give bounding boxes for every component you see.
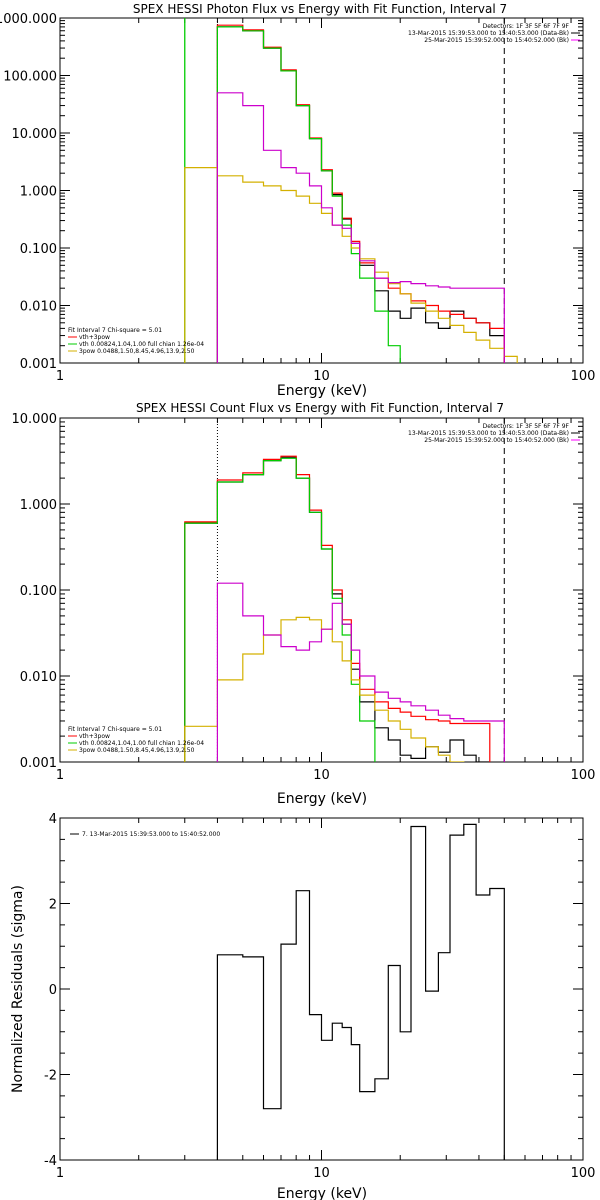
- photon-legend: Detectors: 1F 3F 5F 6F 7F 9F13-Mar-2015 …: [68, 23, 580, 355]
- y-tick-label: -2: [44, 1069, 57, 1084]
- fit-legend-entry: 3pow 0.0488,1.50,8.45,4.96,13.9,2.50: [79, 348, 195, 355]
- y-tick-label: 0.100: [20, 584, 57, 599]
- x-tick-label: 10: [313, 369, 330, 384]
- fit-legend-entry: Fit Interval 7 Chi-square = 5.01: [68, 327, 162, 334]
- fit-legend-entry: vth+3pow: [79, 733, 110, 740]
- series-step-3: [184, 616, 491, 762]
- residuals-marks: [216, 823, 505, 1160]
- x-tick-label: 100: [571, 1166, 596, 1181]
- legend-entry: 13-Mar-2015 15:39:53.000 to 15:40:53.000…: [408, 30, 569, 37]
- legend-entry: 7. 13-Mar-2015 15:39:53.000 to 15:40:52.…: [82, 831, 220, 838]
- y-tick-label: 0.010: [20, 670, 57, 685]
- count-flux-panel: SPEX HESSI Count Flux vs Energy with Fit…: [12, 401, 596, 807]
- y-tick-label: -4: [44, 1154, 57, 1169]
- legend-entry: 25-Mar-2015 15:39:52.000 to 15:40:52.000…: [424, 37, 569, 44]
- x-tick-label: 100: [571, 768, 596, 783]
- residuals-legend: 7. 13-Mar-2015 15:39:53.000 to 15:40:52.…: [70, 831, 220, 838]
- fit-legend-entry: Fit Interval 7 Chi-square = 5.01: [68, 726, 162, 733]
- residuals-axis-ticks: 1 10 100 -4 -2 0 2 4: [44, 812, 595, 1181]
- y-tick-label: 0.010: [20, 300, 57, 315]
- y-tick-label: 0: [49, 983, 57, 998]
- count-x-axis-label: Energy (keV): [277, 791, 367, 807]
- y-tick-label: 4: [49, 812, 57, 827]
- legend-entry: 13-Mar-2015 15:39:53.000 to 15:40:53.000…: [408, 430, 569, 437]
- legend-entry: 25-Mar-2015 15:39:52.000 to 15:40:52.000…: [424, 437, 569, 444]
- x-tick-label: 1: [56, 369, 64, 384]
- y-tick-label: 10.000: [12, 127, 58, 142]
- series-step-0: [184, 456, 490, 762]
- series-step-4: [216, 582, 505, 762]
- series-step-0: [216, 823, 505, 1160]
- y-tick-label: 1.000: [20, 498, 57, 513]
- series-step-4: [216, 92, 505, 363]
- y-tick-label: 0.100: [20, 242, 57, 257]
- fit-legend-entry: vth 0.00824,1.04,1.00 full chian 1.26e-0…: [79, 341, 204, 348]
- series-step-2: [184, 457, 401, 762]
- count-axis-ticks: 1 10 100 0.001 0.010 0.100 1.000 10.000: [12, 412, 596, 783]
- y-tick-label: 1.000: [20, 185, 57, 200]
- y-tick-label: 0.001: [20, 756, 57, 771]
- photon-flux-panel: SPEX HESSI Photon Flux vs Energy with Fi…: [0, 2, 595, 399]
- y-tick-label: 100.000: [3, 70, 57, 85]
- fit-legend-entry: vth 0.00824,1.04,1.00 full chian 1.26e-0…: [79, 740, 204, 747]
- x-tick-label: 100: [571, 369, 596, 384]
- photon-axis-ticks: 1 10 100 0.001 0.010 0.100 1.000 10.000 100.000 1…: [0, 12, 595, 384]
- series-step-1: [184, 455, 491, 762]
- x-tick-label: 10: [313, 768, 330, 783]
- residuals-y-axis-label: Normalized Residuals (sigma): [10, 885, 26, 1093]
- fit-legend-entry: 3pow 0.0488,1.50,8.45,4.96,13.9,2.50: [79, 747, 195, 754]
- count-legend: Detectors: 1F 3F 5F 6F 7F 9F13-Mar-2015 …: [68, 423, 580, 754]
- series-step-3: [184, 167, 544, 363]
- fit-legend-entry: vth+3pow: [79, 334, 110, 341]
- photon-marks: [184, 18, 544, 363]
- x-tick-label: 1: [56, 768, 64, 783]
- photon-flux-title: SPEX HESSI Photon Flux vs Energy with Fi…: [133, 2, 507, 16]
- legend-entry: Detectors: 1F 3F 5F 6F 7F 9F: [483, 423, 570, 430]
- count-flux-title: SPEX HESSI Count Flux vs Energy with Fit…: [136, 401, 504, 415]
- x-tick-label: 1: [56, 1166, 64, 1181]
- residuals-panel: 1 10 100 -4 -2 0 2 4 7. 13-Mar-2015 15:39:53.00…: [10, 812, 595, 1200]
- x-tick-label: 10: [313, 1166, 330, 1181]
- y-tick-label: 2: [49, 898, 57, 913]
- y-tick-label: 0.001: [20, 357, 57, 372]
- y-tick-label: 1000.000: [0, 12, 57, 27]
- legend-entry: Detectors: 1F 3F 5F 6F 7F 9F: [483, 23, 570, 30]
- count-marks: [184, 418, 505, 762]
- photon-x-axis-label: Energy (keV): [277, 383, 367, 399]
- residuals-x-axis-label: Energy (keV): [277, 1186, 367, 1200]
- series-step-1: [216, 24, 505, 363]
- series-step-2: [216, 26, 412, 363]
- series-step-0: [216, 26, 505, 363]
- y-tick-label: 10.000: [12, 412, 58, 427]
